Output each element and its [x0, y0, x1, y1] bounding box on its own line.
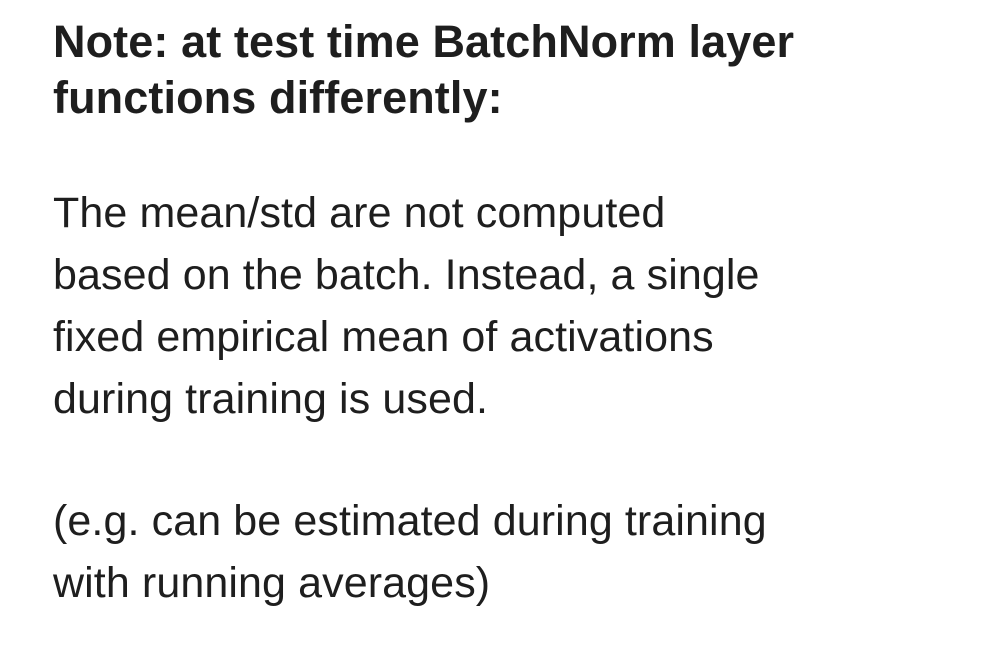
paragraph-line: (e.g. can be estimated during training: [53, 497, 767, 545]
slide-heading: Note: at test time BatchNorm layer funct…: [53, 14, 963, 126]
paragraph-line: with running averages): [53, 559, 491, 607]
heading-line: Note: at test time BatchNorm layer: [53, 16, 795, 67]
paragraph-example: (e.g. can be estimated during training w…: [53, 490, 963, 614]
heading-line: functions differently:: [53, 72, 503, 123]
slide-content: Note: at test time BatchNorm layer funct…: [53, 14, 963, 614]
paragraph-line: fixed empirical mean of activations: [53, 313, 714, 361]
paragraph-line: during training is used.: [53, 375, 489, 423]
paragraph-explanation: The mean/std are not computed based on t…: [53, 182, 963, 430]
paragraph-line: based on the batch. Instead, a single: [53, 251, 760, 299]
paragraph-line: The mean/std are not computed: [53, 189, 666, 237]
